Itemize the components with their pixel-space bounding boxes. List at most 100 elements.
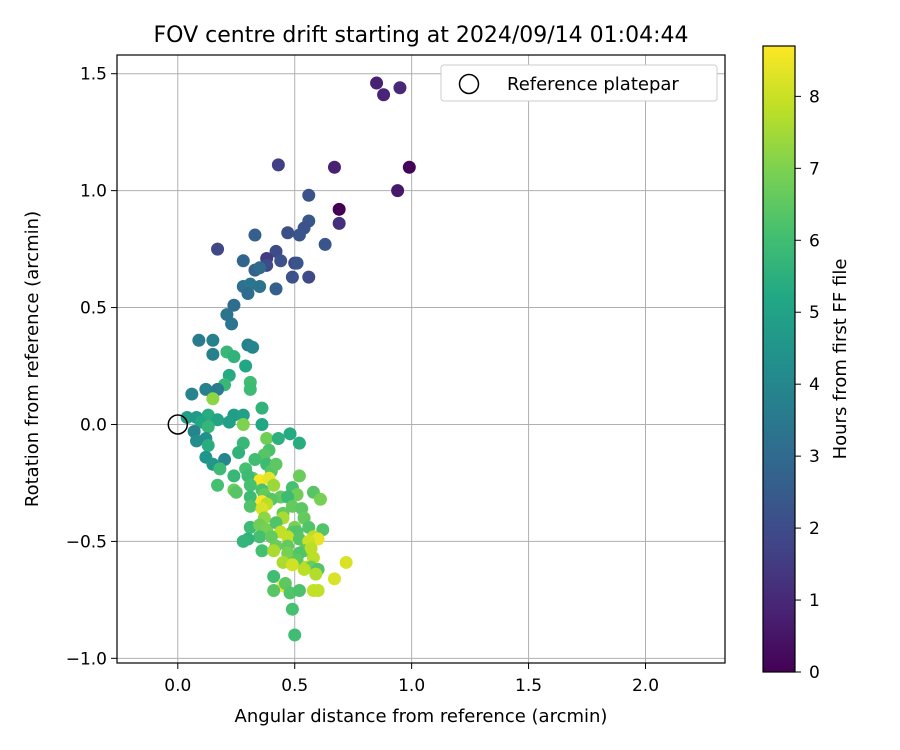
- x-tick-label: 0.5: [281, 676, 308, 696]
- data-point: [199, 382, 213, 396]
- legend-marker: [458, 73, 480, 95]
- data-point: [190, 434, 204, 448]
- data-point: [402, 160, 416, 174]
- data-point: [232, 446, 246, 460]
- data-point: [229, 485, 243, 499]
- colorbar-tick-label: 0: [809, 663, 820, 683]
- data-point: [248, 453, 262, 467]
- colorbar-tick-label: 8: [809, 87, 820, 107]
- reference-platepar-marker: [167, 414, 189, 435]
- data-point: [327, 160, 341, 174]
- data-point: [255, 401, 269, 415]
- colorbar-tick-label: 3: [809, 447, 820, 467]
- data-point: [206, 347, 220, 361]
- data-point: [292, 469, 306, 483]
- x-axis-label: Angular distance from reference (arcmin): [235, 706, 608, 727]
- data-point: [267, 478, 281, 492]
- data-point: [236, 534, 250, 548]
- data-point: [285, 602, 299, 616]
- data-point: [211, 413, 225, 427]
- data-point: [253, 261, 267, 275]
- colorbar-tick-label: 6: [809, 231, 820, 251]
- data-point: [283, 427, 297, 441]
- data-point: [393, 81, 407, 95]
- data-point: [267, 584, 281, 598]
- data-point: [327, 572, 341, 586]
- data-point: [332, 202, 346, 216]
- colorbar-gradient: [762, 45, 796, 673]
- data-point: [243, 478, 257, 492]
- y-tick-label: 1.5: [80, 65, 107, 85]
- chart-title: FOV centre drift starting at 2024/09/14 …: [154, 23, 689, 48]
- data-point: [290, 256, 304, 270]
- plot-frame: [116, 54, 726, 664]
- data-point: [271, 432, 285, 446]
- x-tick-label: 2.0: [632, 676, 659, 696]
- data-point: [243, 499, 257, 513]
- data-point: [377, 88, 391, 102]
- data-point: [313, 492, 327, 506]
- data-point: [288, 628, 302, 642]
- data-point: [318, 237, 332, 251]
- data-point: [269, 282, 283, 296]
- colorbar-tick-label: 1: [809, 591, 820, 611]
- data-point: [243, 382, 257, 396]
- data-point: [222, 415, 236, 429]
- data-point: [206, 392, 220, 406]
- colorbar: 0 1 2 3 4 5 6 7 8 Hours from first FF file: [762, 45, 851, 683]
- data-point: [185, 387, 199, 401]
- data-point: [267, 569, 281, 583]
- data-points: [180, 76, 416, 642]
- data-point: [225, 317, 239, 331]
- data-point: [292, 228, 306, 242]
- data-point: [339, 555, 353, 569]
- data-point: [236, 417, 250, 431]
- data-point: [292, 584, 306, 598]
- grid: [117, 55, 725, 663]
- data-point: [227, 469, 241, 483]
- data-point: [255, 417, 269, 431]
- data-point: [243, 490, 257, 504]
- data-point: [302, 270, 316, 284]
- data-point: [260, 432, 274, 446]
- colorbar-tick-label: 4: [809, 375, 820, 395]
- data-point: [239, 359, 253, 373]
- data-point: [269, 457, 283, 471]
- colorbar-tick-label: 2: [809, 519, 820, 539]
- y-tick-label: 0.5: [80, 299, 107, 319]
- y-tick-label: 0.0: [80, 415, 107, 435]
- data-point: [292, 436, 306, 450]
- data-point: [391, 184, 405, 198]
- data-point: [201, 439, 215, 453]
- data-point: [271, 158, 285, 172]
- y-tick-label: 1.0: [80, 182, 107, 202]
- colorbar-tick-label: 7: [809, 159, 820, 179]
- data-point: [253, 530, 267, 544]
- data-point: [285, 270, 299, 284]
- data-point: [236, 408, 250, 422]
- data-point: [248, 228, 262, 242]
- x-tick-label: 1.5: [515, 676, 542, 696]
- data-point: [274, 254, 288, 268]
- colorbar-tick-label: 5: [809, 303, 820, 323]
- y-tick-label: −1.0: [66, 649, 107, 669]
- data-point: [281, 530, 295, 544]
- data-point: [246, 340, 260, 354]
- colorbar-ticks: 0 1 2 3 4 5 6 7 8: [795, 87, 820, 683]
- data-point: [227, 350, 241, 364]
- data-point: [241, 287, 255, 301]
- x-tick-label: 1.0: [398, 676, 425, 696]
- data-point: [236, 254, 250, 268]
- x-axis-ticks: 0.0 0.5 1.0 1.5 2.0: [164, 663, 659, 696]
- x-tick-label: 0.0: [164, 676, 191, 696]
- data-point: [206, 333, 220, 347]
- data-point: [297, 562, 311, 576]
- data-point: [211, 242, 225, 256]
- data-point: [285, 558, 299, 572]
- data-point: [201, 420, 215, 434]
- legend-label: Reference platepar: [507, 74, 679, 95]
- data-point: [180, 410, 194, 424]
- data-point: [370, 76, 384, 90]
- data-point: [211, 478, 225, 492]
- data-point: [255, 544, 269, 558]
